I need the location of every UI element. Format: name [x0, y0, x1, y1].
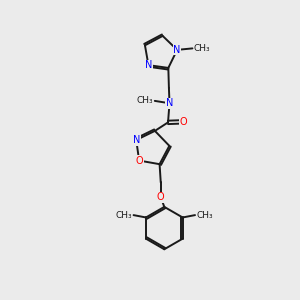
Text: CH₃: CH₃ — [137, 96, 153, 105]
Text: N: N — [173, 45, 181, 55]
Text: O: O — [135, 156, 143, 166]
Text: N: N — [145, 60, 152, 70]
Text: N: N — [133, 135, 140, 145]
Text: CH₃: CH₃ — [194, 44, 210, 53]
Text: O: O — [179, 117, 187, 127]
Text: CH₃: CH₃ — [116, 211, 132, 220]
Text: CH₃: CH₃ — [196, 211, 213, 220]
Text: O: O — [157, 192, 165, 202]
Text: N: N — [166, 98, 173, 108]
